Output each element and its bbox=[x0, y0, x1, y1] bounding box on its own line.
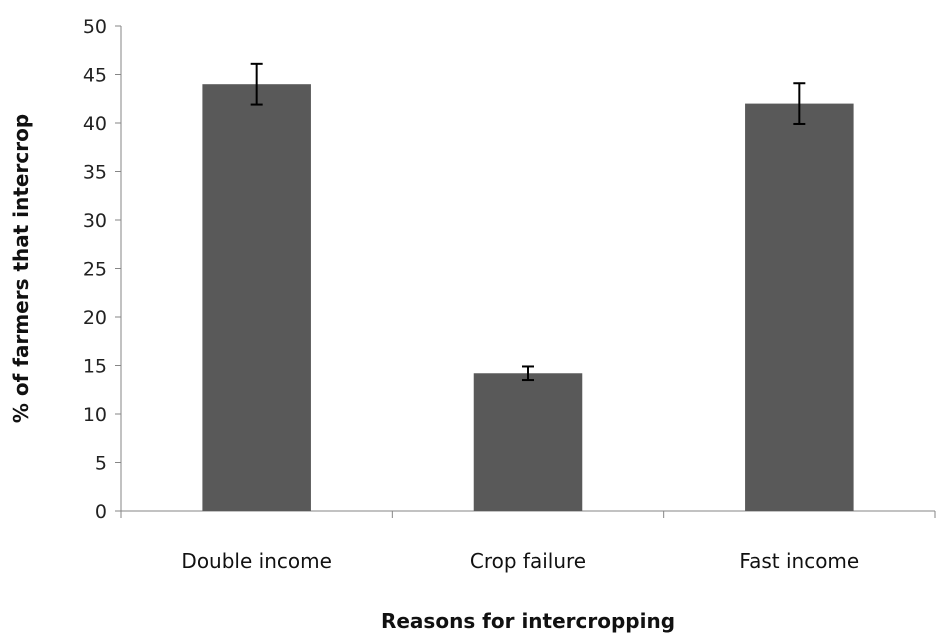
error-bar bbox=[522, 365, 534, 382]
y-tick-label: 30 bbox=[83, 210, 107, 232]
x-category-label: Crop failure bbox=[470, 549, 586, 573]
y-tick-label: 15 bbox=[83, 356, 107, 378]
y-tick-label: 20 bbox=[83, 307, 107, 329]
x-category-label: Double income bbox=[181, 549, 331, 573]
y-axis: 0 5 10 15 20 25 30 35 40 45 50 bbox=[83, 16, 122, 523]
bar bbox=[202, 84, 311, 511]
error-bars bbox=[250, 62, 806, 382]
y-tick-label: 10 bbox=[83, 404, 107, 426]
bars bbox=[202, 84, 854, 511]
y-tick-label: 50 bbox=[83, 16, 107, 38]
y-axis-title: % of farmers that intercrop bbox=[9, 114, 33, 423]
y-tick-label: 45 bbox=[83, 65, 107, 87]
y-tick-label: 40 bbox=[83, 113, 107, 135]
x-axis-title: Reasons for intercropping bbox=[381, 609, 675, 633]
y-tick-label: 0 bbox=[95, 501, 107, 523]
y-tick-label: 5 bbox=[95, 453, 107, 475]
error-bar bbox=[793, 82, 806, 125]
bar bbox=[473, 373, 583, 511]
x-category-label: Fast income bbox=[739, 549, 859, 573]
x-axis: Double income Crop failure Fast income bbox=[120, 510, 936, 573]
y-tick-label: 25 bbox=[83, 259, 107, 281]
y-tick-label: 35 bbox=[83, 162, 107, 184]
error-bar bbox=[250, 62, 263, 106]
bar bbox=[745, 103, 854, 511]
